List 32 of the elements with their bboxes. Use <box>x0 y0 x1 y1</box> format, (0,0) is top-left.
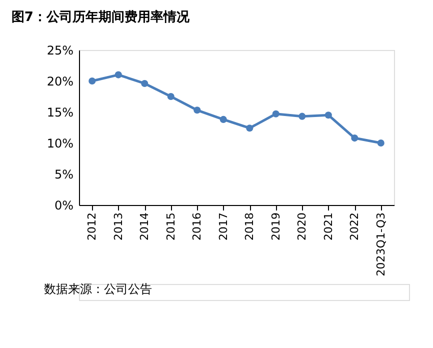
x-tick-label: 2023Q1-Q3 <box>374 212 388 276</box>
y-tick-label: 10% <box>46 136 74 150</box>
x-tick-label: 2014 <box>138 212 152 240</box>
x-tick-label: 2016 <box>190 212 204 240</box>
x-tick-label: 2020 <box>296 212 309 240</box>
x-tick-label: 2015 <box>164 212 178 240</box>
point <box>351 134 358 142</box>
y-tick-label: 20% <box>46 74 74 88</box>
point <box>88 77 96 85</box>
point <box>114 71 122 78</box>
x-tick-label: 2017 <box>216 212 230 240</box>
x-tick-label: 2013 <box>112 212 125 240</box>
point <box>194 106 201 114</box>
x-tick-label: 2022 <box>348 212 362 240</box>
y-tick-label: 0% <box>54 198 74 212</box>
point <box>220 116 227 123</box>
chart-title: 图7：公司历年期间费用率情况 <box>11 9 190 25</box>
point <box>298 112 306 120</box>
y-tick-label: 25% <box>46 44 74 58</box>
point <box>246 124 254 132</box>
x-tick-label: 2018 <box>243 212 256 240</box>
point <box>324 112 332 119</box>
point <box>167 92 174 100</box>
point <box>272 110 280 118</box>
y-tick-label: 15% <box>46 106 74 120</box>
y-tick-label: 5% <box>54 168 74 182</box>
source-note: 数据来源：公司公告 <box>44 282 152 296</box>
point <box>141 80 148 88</box>
x-tick-label: 2012 <box>86 212 99 240</box>
point <box>377 139 384 147</box>
x-tick-label: 2021 <box>322 212 335 240</box>
x-tick-label: 2019 <box>269 212 282 240</box>
